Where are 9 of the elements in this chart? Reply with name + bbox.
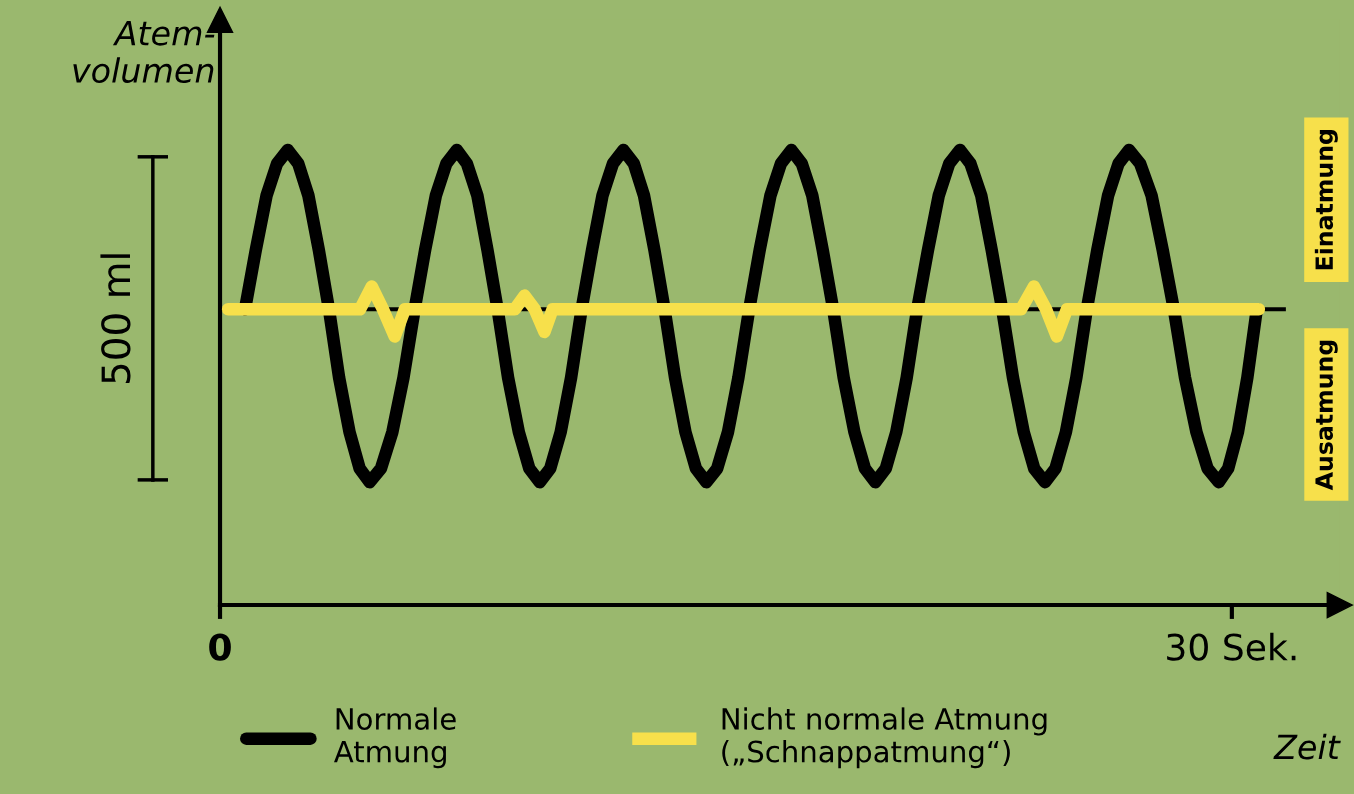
annotation: Ausatmung bbox=[1315, 340, 1338, 491]
legend-label: Normale Atmung bbox=[334, 707, 456, 769]
x-axis-title: Zeit bbox=[1273, 733, 1341, 760]
y-axis-title: Atem- volumen bbox=[73, 20, 215, 83]
text: 500 ml bbox=[100, 254, 131, 383]
x-tick-label: 30 Sek. bbox=[1167, 632, 1296, 661]
legend-label: Nicht normale Atmung („Schnappatmung“) bbox=[722, 707, 1047, 769]
x-tick-label: 0 bbox=[209, 633, 231, 661]
annotation: Einatmung bbox=[1314, 130, 1338, 270]
